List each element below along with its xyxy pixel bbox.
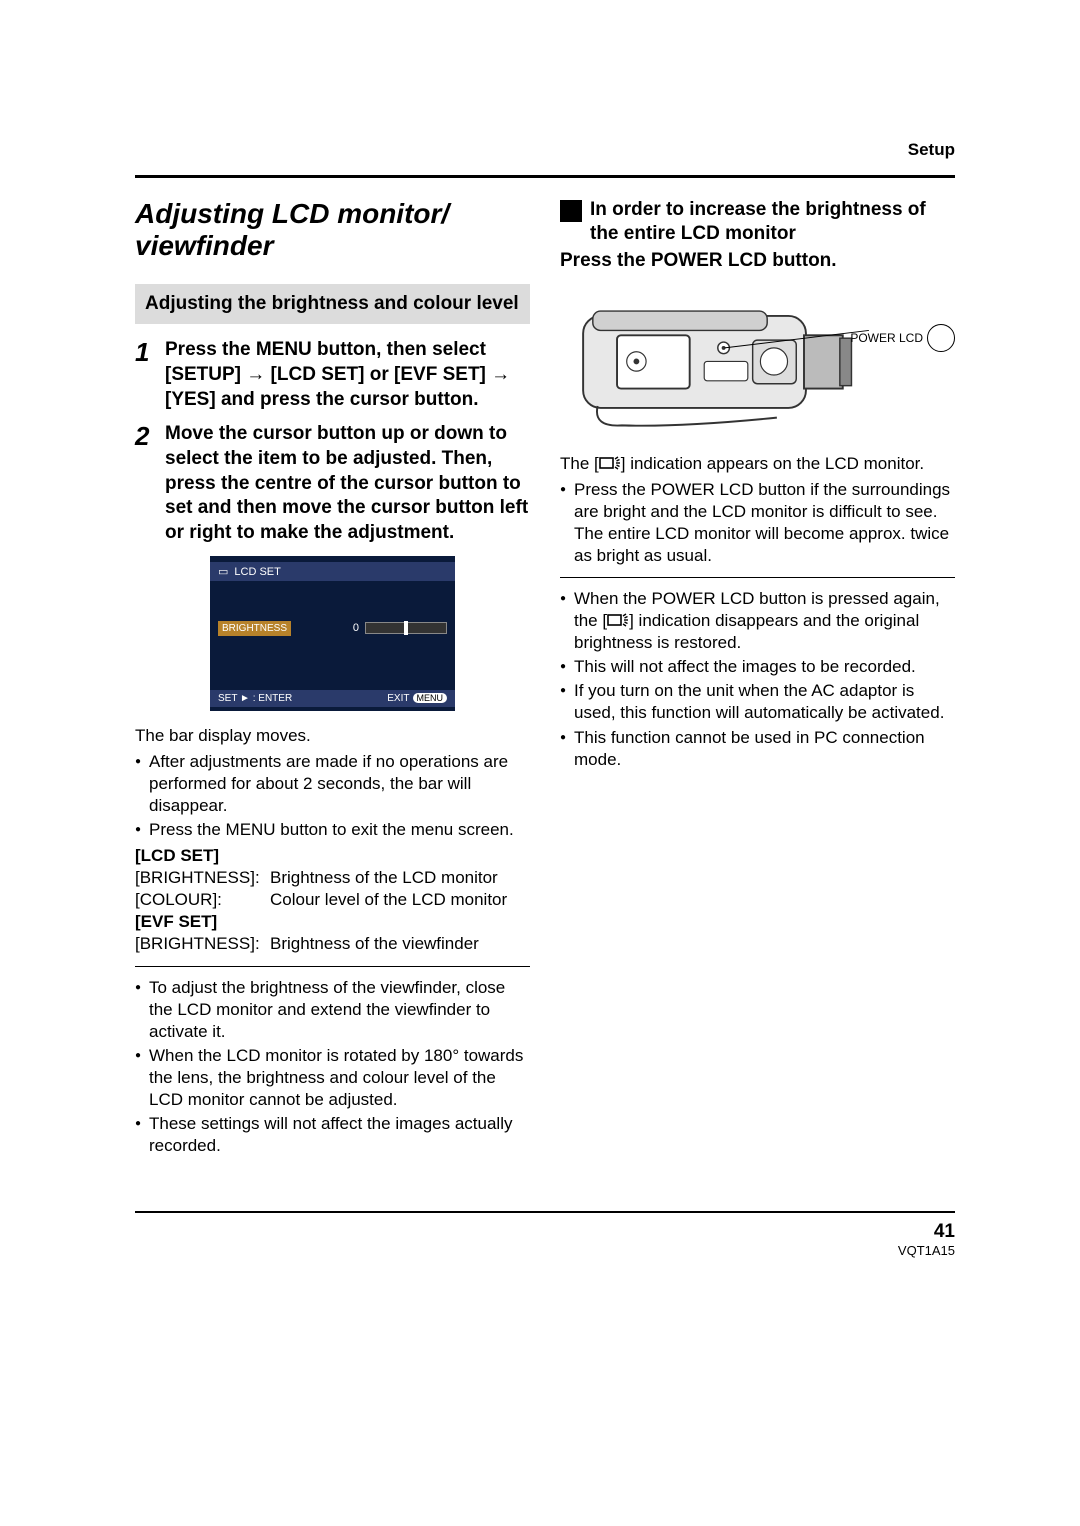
power-lcd-callout: POWER LCD (850, 324, 955, 352)
bullet: If you turn on the unit when the AC adap… (560, 680, 955, 724)
top-rule (135, 175, 955, 178)
text: The [ (560, 454, 599, 473)
bullet: These settings will not affect the image… (135, 1113, 530, 1157)
lcd-zero: 0 (353, 622, 359, 634)
def-key: [COLOUR]: (135, 889, 270, 911)
bullets-a: After adjustments are made if no operati… (135, 751, 530, 841)
lcd-set-enter: SET ► : ENTER (218, 693, 292, 704)
bullets-c: Press the POWER LCD button if the surrou… (560, 479, 955, 567)
def-val: Colour level of the LCD monitor (270, 889, 507, 911)
page-title: Adjusting LCD monitor/ viewfinder (135, 198, 530, 262)
bullets-b: To adjust the brightness of the viewfind… (135, 977, 530, 1158)
bullet: To adjust the brightness of the viewfind… (135, 977, 530, 1043)
step-number: 1 (135, 338, 165, 412)
def-val: Brightness of the LCD monitor (270, 867, 498, 889)
section-label: Setup (908, 140, 955, 160)
bullet: This will not affect the images to be re… (560, 656, 955, 678)
divider (560, 577, 955, 578)
lcd-bright-icon (599, 455, 621, 471)
lcd-set-screenshot: ▭LCD SET BRIGHTNESS 0 SET ► : ENTER EXIT… (210, 556, 455, 711)
bullet: When the LCD monitor is rotated by 180° … (135, 1045, 530, 1111)
step-body: Move the cursor button up or down to sel… (165, 422, 530, 545)
step-1: 1 Press the MENU button, then select [SE… (135, 338, 530, 412)
page-number: 41 (135, 1221, 955, 1243)
lcd-exit: EXIT (387, 693, 409, 704)
power-lcd-circle-icon (927, 324, 955, 352)
divider (135, 966, 530, 967)
bottom-rule (135, 1211, 955, 1213)
def-row: [COLOUR]: Colour level of the LCD monito… (135, 889, 530, 911)
def-val: Brightness of the viewfinder (270, 933, 479, 955)
right-column: In order to increase the brightness of t… (560, 198, 955, 1161)
def-row: [BRIGHTNESS]: Brightness of the viewfind… (135, 933, 530, 955)
subheading: Adjusting the brightness and colour leve… (135, 284, 530, 324)
step-2: 2 Move the cursor button up or down to s… (135, 422, 530, 545)
camera-illustration: POWER LCD (560, 282, 955, 437)
step-body: Press the MENU button, then select [SETU… (165, 338, 530, 412)
bullet: Press the POWER LCD button if the surrou… (560, 479, 955, 567)
square-heading: In order to increase the brightness of t… (590, 198, 955, 246)
bullet: When the POWER LCD button is pressed aga… (560, 588, 955, 654)
lcd-slider (365, 622, 447, 634)
press-power-lcd: Press the POWER LCD button. (560, 250, 955, 272)
doc-code: VQT1A15 (135, 1243, 955, 1258)
power-lcd-text: POWER LCD (850, 331, 923, 345)
indication-text: The [ ] indication appears on the LCD mon… (560, 453, 955, 475)
def-row: [BRIGHTNESS]: Brightness of the LCD moni… (135, 867, 530, 889)
text: ] indication appears on the LCD monitor. (621, 454, 924, 473)
lcd-title: LCD SET (234, 566, 280, 578)
lcdset-label: [LCD SET] (135, 845, 530, 867)
def-key: [BRIGHTNESS]: (135, 867, 270, 889)
bullets-d: When the POWER LCD button is pressed aga… (560, 588, 955, 771)
evfset-label: [EVF SET] (135, 911, 530, 933)
square-bullet-icon (560, 200, 582, 222)
lcd-bright-icon (607, 612, 629, 628)
bullet: Press the MENU button to exit the menu s… (135, 819, 530, 841)
lcd-brightness-label: BRIGHTNESS (218, 621, 291, 636)
bullet: After adjustments are made if no operati… (135, 751, 530, 817)
left-column: Adjusting LCD monitor/ viewfinder Adjust… (135, 198, 530, 1161)
bar-moves-text: The bar display moves. (135, 725, 530, 747)
bullet: This function cannot be used in PC conne… (560, 727, 955, 771)
step-number: 2 (135, 422, 165, 545)
def-key: [BRIGHTNESS]: (135, 933, 270, 955)
lcd-menu-pill: MENU (413, 693, 448, 703)
